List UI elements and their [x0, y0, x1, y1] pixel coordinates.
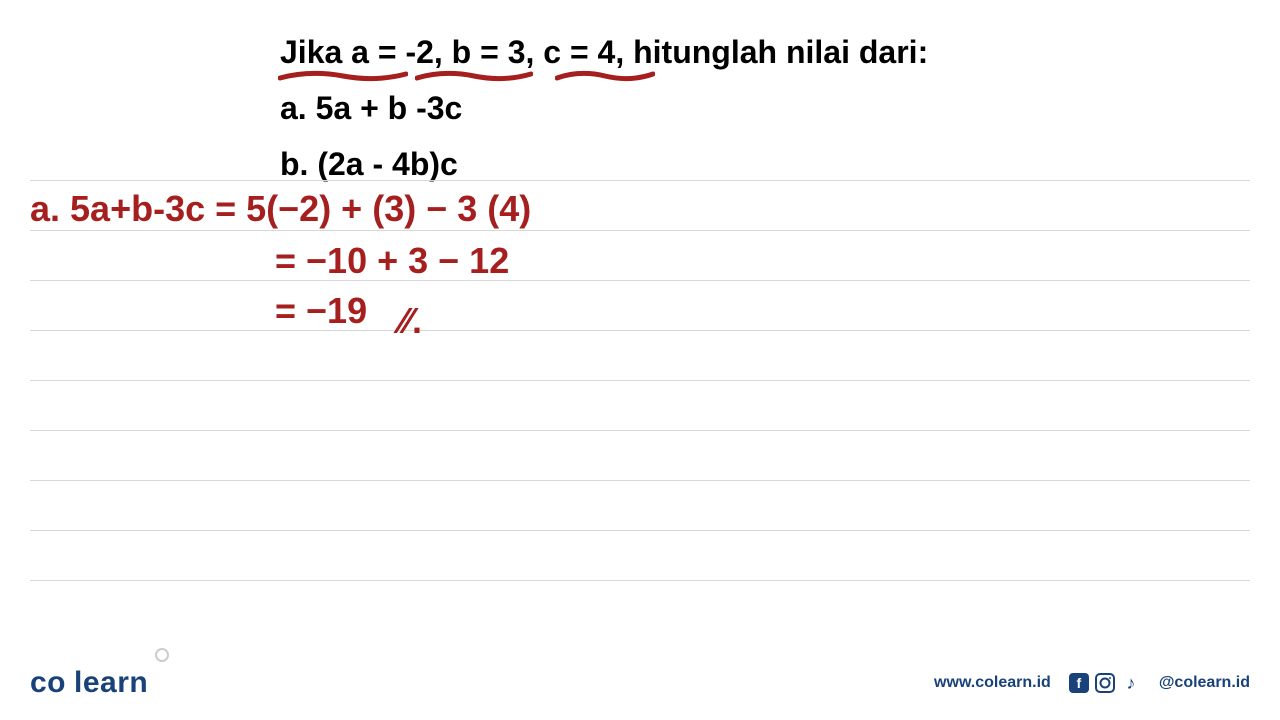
footer-right: www.colearn.id f ♪ @colearn.id — [934, 673, 1250, 693]
question-part-a-text: a. 5a + b -3c — [280, 90, 462, 126]
ruled-line — [30, 380, 1250, 381]
underline-stroke — [278, 68, 408, 82]
underline-stroke — [555, 68, 655, 82]
logo-circle-icon — [155, 648, 169, 662]
footer-url: www.colearn.id — [934, 674, 1051, 692]
instagram-icon — [1095, 673, 1115, 693]
handwriting-line: ⁄⁄. — [400, 300, 422, 342]
page-container: Jika a = -2, b = 3, c = 4, hitunglah nil… — [0, 0, 1280, 720]
handwriting-line: a. 5a+b-3c = 5(−2) + (3) − 3 (4) — [30, 188, 531, 230]
question-block: Jika a = -2, b = 3, c = 4, hitunglah nil… — [0, 0, 1280, 198]
footer-handle: @colearn.id — [1159, 674, 1250, 692]
ruled-line — [30, 480, 1250, 481]
footer: co learn www.colearn.id f ♪ @colearn.id — [0, 666, 1280, 700]
lined-paper-area — [30, 180, 1250, 640]
social-icons: f ♪ — [1069, 673, 1141, 693]
underline-stroke — [415, 68, 533, 82]
ruled-line — [30, 580, 1250, 581]
tiktok-icon: ♪ — [1121, 673, 1141, 693]
handwriting-line: = −10 + 3 − 12 — [275, 240, 509, 282]
handwriting-line: = −19 — [275, 290, 367, 332]
facebook-icon: f — [1069, 673, 1089, 693]
ruled-line — [30, 430, 1250, 431]
ruled-line — [30, 280, 1250, 281]
question-title-text: Jika a = -2, b = 3, c = 4, hitunglah nil… — [280, 34, 928, 70]
ruled-line — [30, 330, 1250, 331]
logo-co: co — [30, 666, 66, 700]
ruled-line — [30, 530, 1250, 531]
logo: co learn — [30, 666, 148, 700]
ruled-line — [30, 180, 1250, 181]
question-part-b-text: b. (2a - 4b)c — [280, 146, 458, 182]
question-part-a: a. 5a + b -3c — [280, 84, 1000, 132]
ruled-line — [30, 230, 1250, 231]
logo-learn: learn — [74, 666, 148, 700]
